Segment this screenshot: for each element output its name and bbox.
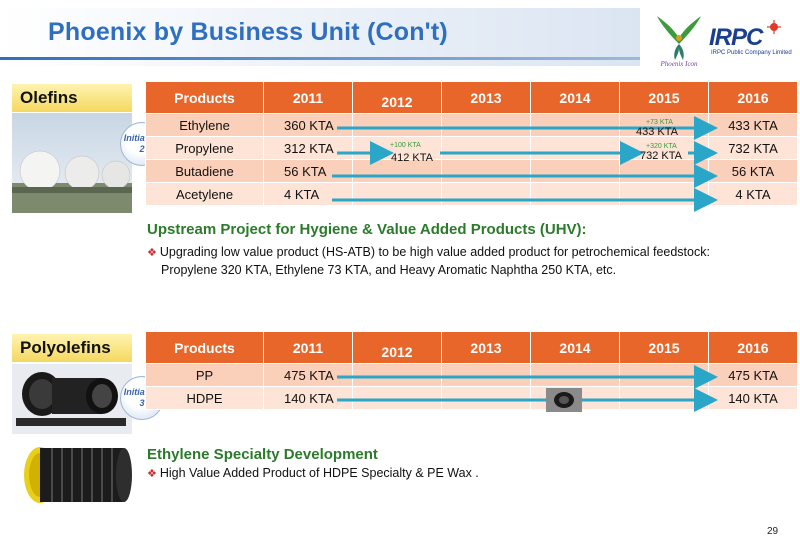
olefins-bullet-line2: Propylene 320 KTA, Ethylene 73 KTA, and … — [161, 263, 617, 277]
olefins-header-products: Products — [145, 81, 264, 114]
polyolefins-header-2012: 2012 — [352, 331, 442, 364]
olefins-header-2012: 2012 — [352, 81, 442, 114]
olefins-bullet-line1: Upgrading low value product (HS-ATB) to … — [159, 245, 710, 259]
value-2011: 4 KTA — [263, 182, 353, 206]
polyolefins-label: Polyolefins — [12, 334, 132, 362]
value-2016: 56 KTA — [708, 159, 798, 183]
phoenix-logo: Phoenix Icon — [657, 16, 701, 68]
olefins-header-2011: 2011 — [263, 81, 353, 114]
value-2016: 4 KTA — [708, 182, 798, 206]
value-2011: 475 KTA — [263, 363, 353, 387]
table-row: PP 475 KTA 475 KTA — [145, 363, 798, 387]
title-underline — [0, 57, 640, 60]
olefins-initiative-number: 2 — [139, 144, 145, 154]
value-2011: 56 KTA — [263, 159, 353, 183]
value-2016: 433 KTA — [708, 113, 798, 137]
product-name: PP — [145, 363, 264, 387]
olefins-header-2015: 2015 — [619, 81, 709, 114]
bullet-diamond-icon: ❖ — [147, 247, 157, 259]
value-2011: 360 KTA — [263, 113, 353, 137]
polyolefins-header-products: Products — [145, 331, 264, 364]
polyolefins-initiative-label: Initiative — [123, 387, 161, 397]
value-2011: 140 KTA — [263, 386, 353, 410]
polyolefins-header-2016: 2016 — [708, 331, 798, 364]
polyolefins-header-2014: 2014 — [530, 331, 620, 364]
table-row: Butadiene 56 KTA 56 KTA — [145, 159, 798, 183]
value-2016: 140 KTA — [708, 386, 798, 410]
product-name: Ethylene — [145, 113, 264, 137]
value-2016: 475 KTA — [708, 363, 798, 387]
title-bar — [0, 8, 640, 66]
irpc-logo-subtitle: IRPC Public Company Limited — [711, 50, 792, 56]
irpc-star-icon — [767, 20, 781, 34]
polyolefins-table: Products 2011 2012 2013 2014 2015 2016 P… — [145, 331, 798, 410]
value-2016: 732 KTA — [708, 136, 798, 160]
olefins-initiative-label: Initiative — [123, 133, 161, 143]
olefins-label: Olefins — [12, 84, 132, 112]
corrugated-pipe-photo — [12, 440, 132, 510]
polyolefins-bullet: ❖ High Value Added Product of HDPE Specia… — [147, 465, 479, 483]
olefins-project-heading: Upstream Project for Hygiene & Value Add… — [147, 221, 587, 238]
olefins-bullet: ❖ Upgrading low value product (HS-ATB) to… — [147, 244, 710, 279]
value-2011: 312 KTA — [263, 136, 353, 160]
irpc-logo-word: IRPC — [709, 24, 763, 51]
polyolefins-header-2011: 2011 — [263, 331, 353, 364]
polyolefins-pipes-photo — [12, 364, 132, 434]
table-row: Propylene 312 KTA 732 KTA — [145, 136, 798, 160]
page-title: Phoenix by Business Unit (Con't) — [48, 18, 448, 46]
polyolefins-initiative-number: 3 — [139, 398, 145, 408]
phoenix-logo-text: Phoenix Icon — [659, 60, 698, 68]
page-number: 29 — [767, 526, 779, 537]
polyolefins-header-row: Products 2011 2012 2013 2014 2015 2016 — [145, 331, 798, 364]
polyolefins-header-2013: 2013 — [441, 331, 531, 364]
product-name: Butadiene — [145, 159, 264, 183]
olefins-header-2013: 2013 — [441, 81, 531, 114]
olefins-header-2016: 2016 — [708, 81, 798, 114]
table-row: Acetylene 4 KTA 4 KTA — [145, 182, 798, 206]
table-row: Ethylene 360 KTA 433 KTA — [145, 113, 798, 137]
olefins-table: Products 2011 2012 2013 2014 2015 2016 E… — [145, 81, 798, 206]
olefins-header-row: Products 2011 2012 2013 2014 2015 2016 — [145, 81, 798, 114]
product-name: HDPE — [145, 386, 264, 410]
product-name: Propylene — [145, 136, 264, 160]
polyolefins-bullet-line1: High Value Added Product of HDPE Special… — [159, 466, 479, 480]
irpc-logo: IRPC IRPC Public Company Limited — [709, 20, 792, 64]
table-row: HDPE 140 KTA 140 KTA — [145, 386, 798, 410]
product-name: Acetylene — [145, 182, 264, 206]
polyolefins-header-2015: 2015 — [619, 331, 709, 364]
olefins-plant-photo — [12, 113, 132, 213]
polyolefins-project-heading: Ethylene Specialty Development — [147, 446, 378, 463]
bullet-diamond-icon: ❖ — [147, 468, 157, 480]
olefins-header-2014: 2014 — [530, 81, 620, 114]
